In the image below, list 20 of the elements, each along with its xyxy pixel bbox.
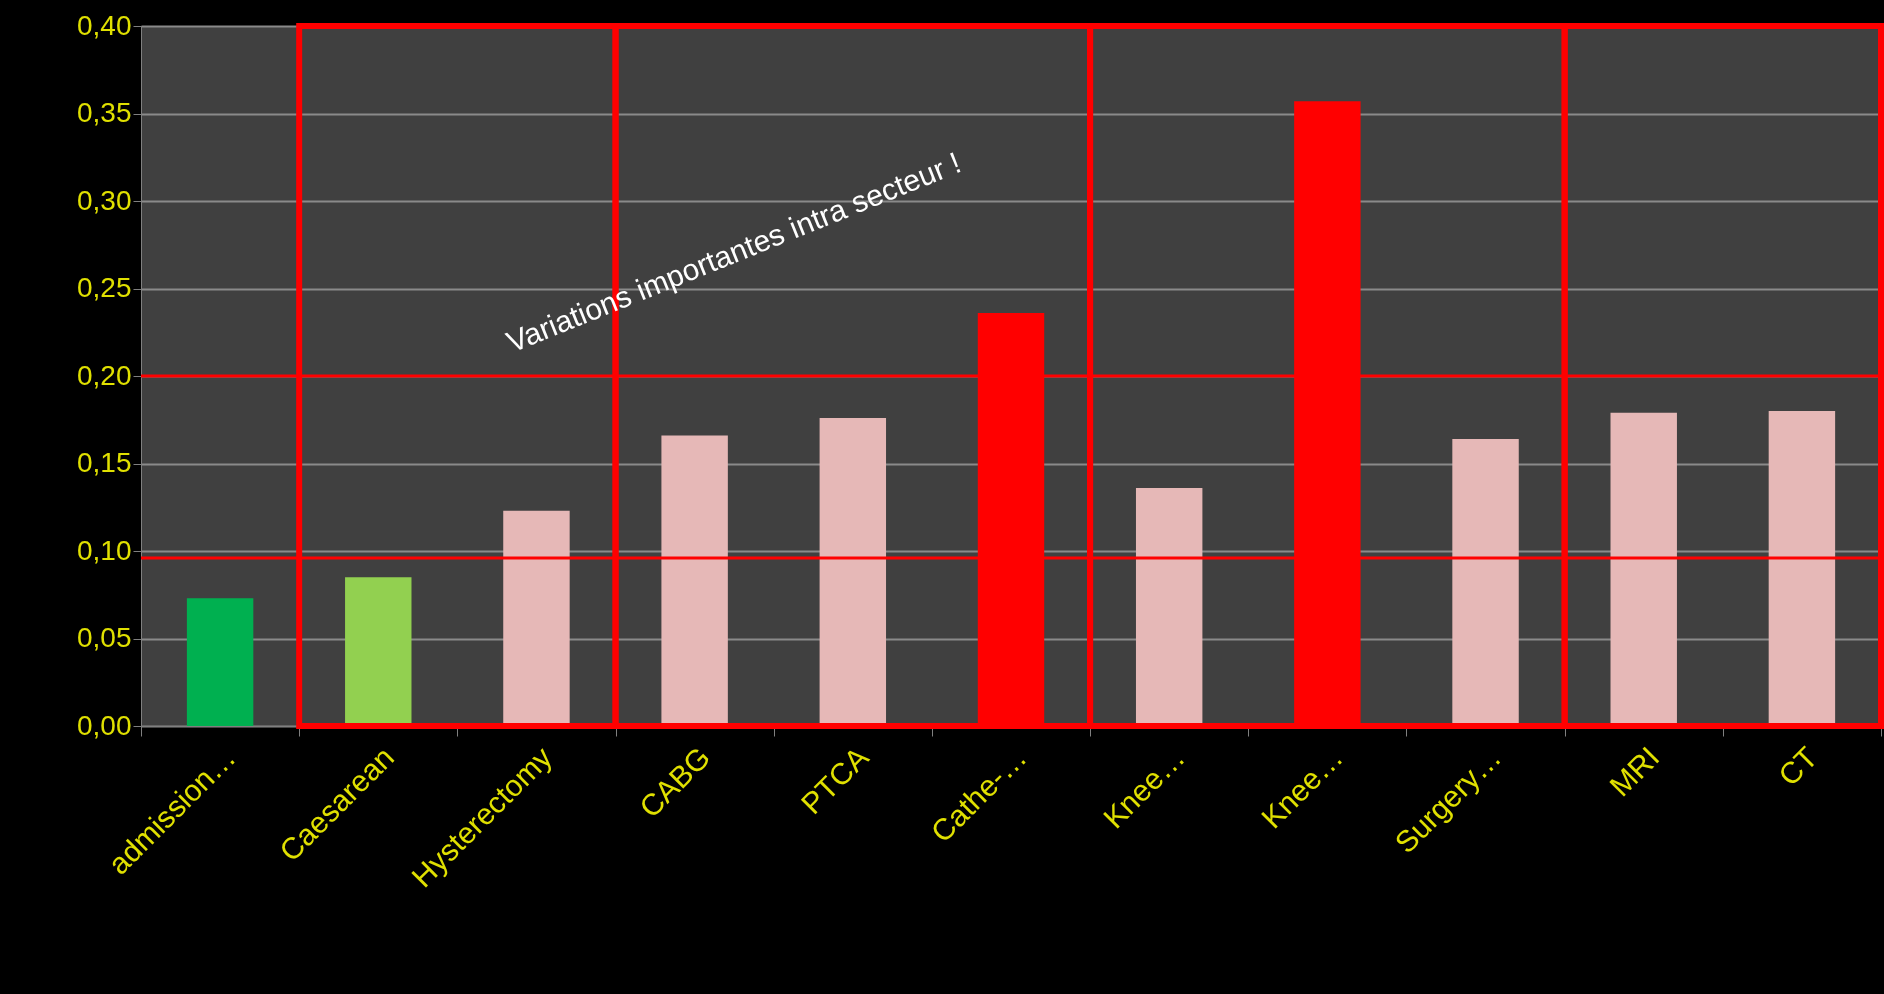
- x-tick-label: MRI: [1603, 740, 1666, 803]
- bar: [819, 418, 887, 726]
- bar: [1610, 412, 1677, 726]
- y-tick-label: 0,05: [77, 622, 132, 653]
- y-tick-label: 0,35: [77, 97, 132, 128]
- bar: [661, 435, 728, 726]
- y-tick-label: 0,10: [77, 534, 132, 566]
- y-tick-label: 0,20: [77, 359, 132, 391]
- bar: [345, 577, 412, 726]
- bar: [503, 510, 570, 726]
- bar: [1452, 439, 1519, 726]
- bar: [1135, 488, 1203, 726]
- x-tick-label: CT: [1772, 740, 1824, 792]
- y-tick-label: 0,15: [77, 447, 132, 478]
- bar: [186, 598, 254, 726]
- y-tick-label: 0,00: [77, 709, 132, 741]
- bar: [1768, 411, 1836, 726]
- y-tick-label: 0,30: [77, 184, 132, 216]
- y-tick-label: 0,40: [77, 9, 132, 41]
- y-tick-label: 0,25: [77, 272, 132, 303]
